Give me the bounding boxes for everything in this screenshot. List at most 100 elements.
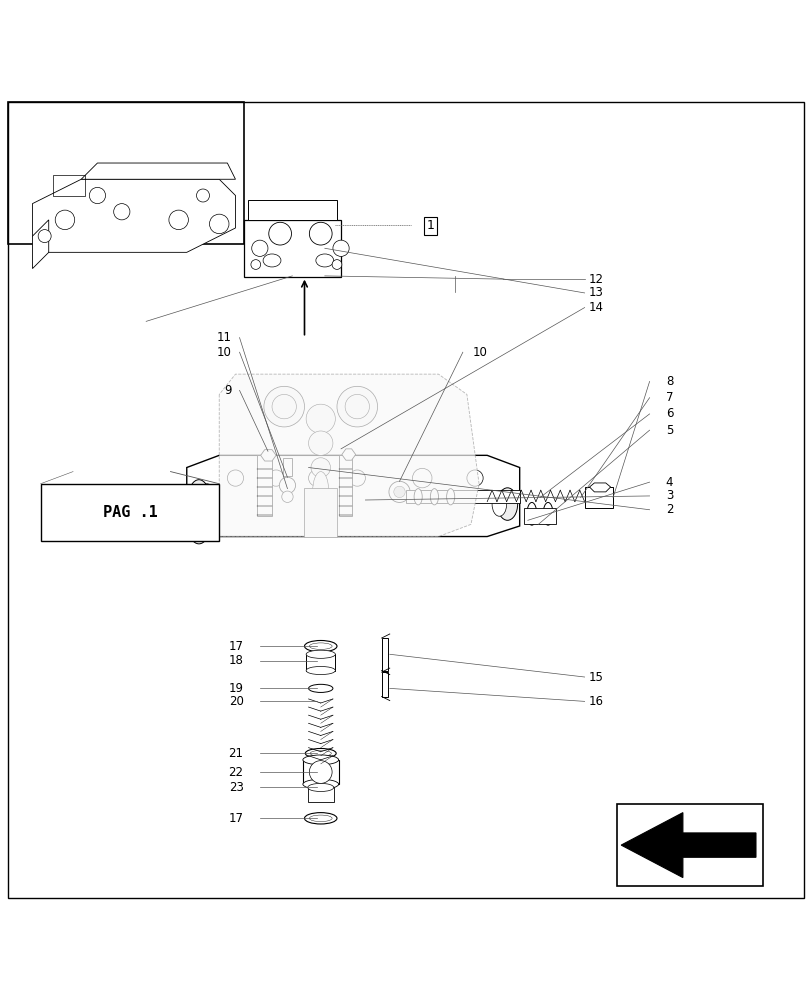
Polygon shape (32, 179, 235, 252)
Ellipse shape (491, 492, 506, 516)
Polygon shape (32, 220, 49, 269)
Circle shape (308, 470, 324, 486)
Polygon shape (260, 450, 276, 461)
Text: 4: 4 (665, 476, 672, 489)
Circle shape (196, 189, 209, 202)
Ellipse shape (312, 472, 328, 512)
Bar (41, 484, 219, 541)
Bar (8, 102, 243, 244)
Circle shape (251, 240, 268, 256)
Bar (306, 654, 335, 671)
Bar (243, 220, 341, 277)
Bar (339, 455, 352, 516)
Ellipse shape (200, 484, 214, 508)
Ellipse shape (526, 502, 536, 525)
Ellipse shape (310, 751, 331, 756)
Text: 13: 13 (588, 286, 603, 299)
Circle shape (55, 210, 75, 230)
Bar (303, 760, 338, 784)
Text: 10: 10 (472, 346, 487, 359)
Ellipse shape (303, 755, 338, 765)
Bar (381, 638, 388, 671)
Circle shape (251, 260, 260, 269)
Circle shape (281, 491, 293, 502)
Polygon shape (81, 163, 235, 179)
Circle shape (466, 470, 483, 486)
Circle shape (38, 230, 51, 243)
Ellipse shape (315, 254, 333, 267)
Circle shape (268, 222, 291, 245)
Circle shape (209, 214, 229, 234)
Bar (257, 455, 272, 516)
Text: 6: 6 (665, 407, 672, 420)
Text: 8: 8 (665, 375, 672, 388)
Ellipse shape (304, 813, 337, 824)
Ellipse shape (446, 489, 454, 505)
Circle shape (412, 468, 431, 488)
Circle shape (349, 470, 365, 486)
Bar (381, 672, 388, 697)
Text: 2: 2 (665, 503, 672, 516)
Ellipse shape (309, 815, 332, 822)
Text: 3: 3 (665, 489, 672, 502)
Polygon shape (341, 449, 355, 460)
Ellipse shape (496, 488, 517, 520)
Circle shape (337, 386, 377, 427)
Text: 17: 17 (229, 640, 243, 653)
Text: 23: 23 (229, 781, 243, 794)
Ellipse shape (304, 640, 337, 652)
Ellipse shape (306, 650, 335, 658)
Circle shape (308, 431, 333, 455)
Bar (304, 488, 337, 537)
Text: 1: 1 (426, 219, 434, 232)
Circle shape (309, 761, 332, 783)
Ellipse shape (188, 513, 209, 544)
Circle shape (388, 481, 410, 502)
Text: 21: 21 (229, 747, 243, 760)
Polygon shape (620, 813, 755, 878)
Text: PAG .1: PAG .1 (102, 505, 157, 520)
Bar (406, 490, 519, 503)
Text: 15: 15 (588, 671, 603, 684)
Text: 18: 18 (229, 654, 243, 667)
Text: 17: 17 (229, 812, 243, 825)
Circle shape (345, 394, 369, 419)
Bar (584, 487, 612, 508)
Ellipse shape (308, 684, 333, 692)
Text: 22: 22 (229, 766, 243, 779)
Bar (247, 200, 337, 220)
Text: 5: 5 (665, 424, 672, 437)
Text: 12: 12 (588, 273, 603, 286)
Ellipse shape (263, 254, 281, 267)
Bar (307, 787, 333, 802)
Text: 7: 7 (665, 391, 672, 404)
Ellipse shape (543, 502, 552, 525)
Ellipse shape (430, 489, 438, 505)
Circle shape (311, 458, 330, 477)
Text: 10: 10 (217, 346, 231, 359)
Circle shape (279, 477, 295, 494)
Circle shape (393, 486, 405, 498)
Circle shape (264, 386, 304, 427)
Circle shape (169, 210, 188, 230)
Bar (282, 458, 292, 476)
Polygon shape (219, 374, 478, 537)
Polygon shape (589, 483, 610, 492)
Ellipse shape (303, 779, 338, 789)
Circle shape (227, 470, 243, 486)
Ellipse shape (306, 666, 335, 675)
Text: 20: 20 (229, 695, 243, 708)
Circle shape (306, 404, 335, 433)
Text: 14: 14 (588, 301, 603, 314)
Bar (616, 804, 762, 886)
Ellipse shape (414, 489, 422, 505)
Polygon shape (187, 455, 519, 537)
Ellipse shape (307, 783, 333, 792)
Ellipse shape (200, 517, 214, 540)
Circle shape (332, 260, 341, 269)
Circle shape (268, 470, 284, 486)
Ellipse shape (309, 643, 332, 649)
Bar (53, 175, 85, 196)
Circle shape (89, 187, 105, 204)
Text: 9: 9 (224, 384, 231, 397)
